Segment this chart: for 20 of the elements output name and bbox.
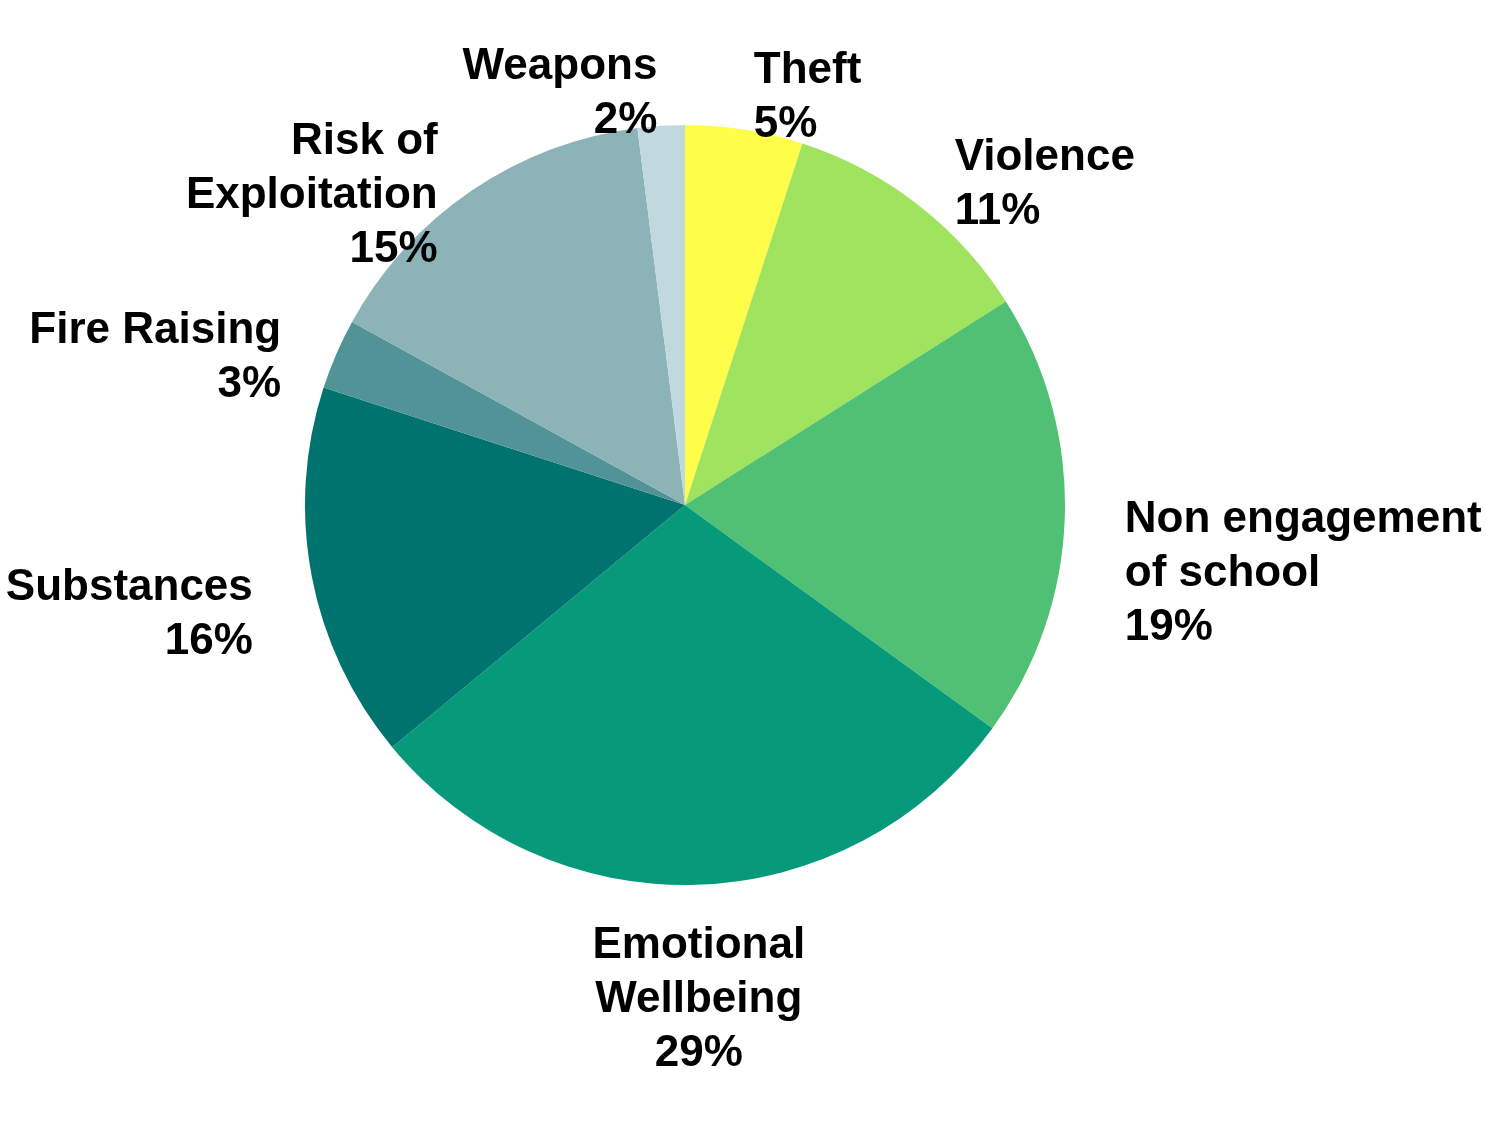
data-label: 5% xyxy=(753,97,818,147)
slice-label: Weapons xyxy=(462,38,658,88)
slice-label: Emotional Wellbeing xyxy=(592,917,806,1021)
slice-label: Non engagement of school xyxy=(1124,491,1483,595)
data-label: 11% xyxy=(954,184,1041,234)
data-label: 3% xyxy=(217,357,282,407)
slice-label: Risk of Exploitation xyxy=(185,114,439,218)
data-label: 16% xyxy=(164,614,253,664)
data-label: 19% xyxy=(1124,599,1213,649)
pie-slice xyxy=(305,387,685,748)
data-label: 29% xyxy=(654,1025,743,1075)
slice-label: Theft xyxy=(753,43,862,93)
slice-label: Substances xyxy=(5,560,253,610)
slice-label: Fire Raising xyxy=(29,303,282,353)
slice-label: Violence xyxy=(954,130,1135,180)
pie-slice xyxy=(323,321,685,505)
data-label: 2% xyxy=(593,92,658,142)
pie-slice xyxy=(392,505,993,885)
pie-slice xyxy=(685,301,1065,729)
data-label: 15% xyxy=(349,222,438,272)
